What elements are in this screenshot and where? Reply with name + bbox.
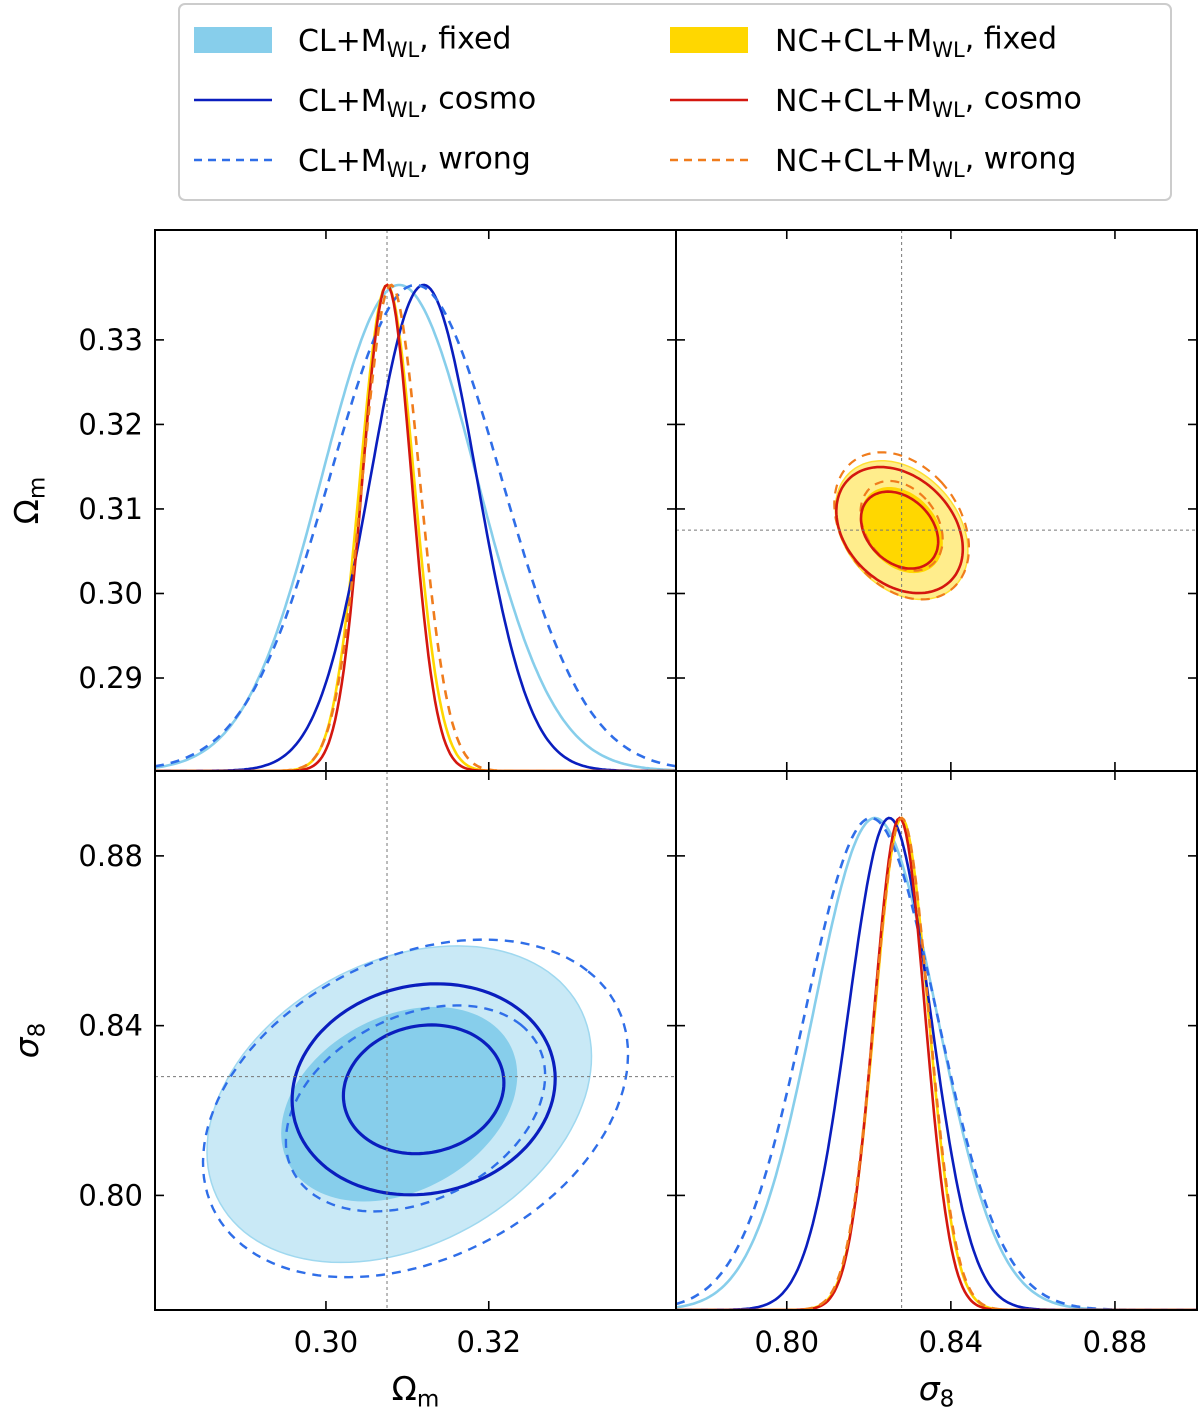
y-tick-label: 0.30 [78, 576, 143, 610]
y-axis-label-sigma8: σ8 [7, 1023, 50, 1059]
y-tick-label: 0.32 [78, 407, 143, 441]
panel-sigma8-marginal: 0.80 0.84 0.88 σ8 [675, 770, 1198, 1412]
legend-label-cl_fixed-main: CL+M [298, 24, 387, 59]
legend-label-cl_fixed-post: , fixed [419, 21, 511, 56]
legend-label-nc_fixed: NC+CL+MWL, fixed [775, 21, 1057, 61]
legend-swatch-cl_fixed [194, 27, 272, 53]
panel-sigma8-omega [675, 229, 1198, 772]
legend-label-cl_fixed: CL+MWL, fixed [298, 21, 511, 61]
y-tick-label: 0.31 [78, 492, 143, 526]
legend-label-cl_wrong: CL+MWL, wrong [298, 141, 531, 181]
panel-sigma8-marginal-frame [675, 770, 1198, 1311]
marginal-curve-nc_cosmo [676, 816, 1197, 1310]
x-tick-label: 0.32 [456, 1325, 521, 1359]
legend-label-nc_cosmo-post: , cosmo [965, 81, 1082, 116]
legend-label-cl_wrong-post: , wrong [419, 141, 531, 176]
legend-label-nc_cosmo-main: NC+CL+M [775, 84, 932, 119]
panel-omega-sigma8-content [155, 771, 676, 1310]
legend-label-nc_fixed-sub: WL [932, 38, 965, 62]
panel-omega-marginal: 0.29 0.30 0.31 0.32 0.33 Ωm [7, 229, 677, 772]
legend-label-nc_cosmo-sub: WL [932, 98, 965, 122]
contour-68-cl_fixed [281, 1006, 518, 1202]
y-tick-label: 0.33 [78, 323, 143, 357]
x-axis-label-sigma8: σ8 [919, 1369, 955, 1412]
x-tick-label: 0.88 [1083, 1325, 1148, 1359]
legend-label-cl_fixed-sub: WL [387, 38, 420, 62]
x-tick-label: 0.84 [919, 1325, 984, 1359]
legend-label-cl_wrong-sub: WL [387, 158, 420, 182]
legend-label-nc_cosmo: NC+CL+MWL, cosmo [775, 81, 1082, 121]
x-tick-label: 0.30 [294, 1325, 359, 1359]
contour-68-cl_cosmo [341, 1023, 506, 1156]
contour-68-nc_cosmo [859, 490, 940, 570]
legend-label-nc_wrong-main: NC+CL+M [775, 144, 932, 179]
legend-entry-cl_cosmo: CL+MWL, cosmo [194, 81, 536, 122]
contour-95-cl_wrong [201, 938, 630, 1279]
marginal-curve-nc_cosmo [155, 283, 676, 771]
x-axis-label-omega-sub: m [417, 1386, 440, 1412]
legend-label-nc_fixed-main: NC+CL+M [775, 24, 932, 59]
contour-95-cl_cosmo [290, 982, 557, 1197]
legend-label-nc_wrong-sub: WL [932, 158, 965, 182]
x-axis-label-omega-main: Ω [392, 1369, 417, 1408]
panel-omega-sigma8: 0.30 0.32 0.80 0.84 0.88 Ωm σ8 [7, 770, 677, 1412]
legend-label-nc_fixed-post: , fixed [965, 21, 1057, 56]
legend-entry-cl_wrong: CL+MWL, wrong [194, 141, 531, 182]
y-tick-label: 0.84 [78, 1009, 143, 1043]
marginal-curve-nc_fixed [155, 283, 676, 771]
y-tick-label: 0.29 [78, 661, 143, 695]
panel-sigma8-omega-content [676, 230, 1197, 771]
legend-frame [178, 3, 1172, 201]
legend-label-cl_cosmo-sub: WL [387, 98, 420, 122]
x-axis-label-omega: Ωm [392, 1369, 440, 1412]
legend-swatch-nc_fixed [670, 27, 748, 53]
contour-95-nc_cosmo [834, 465, 965, 595]
legend-entry-nc_wrong: NC+CL+MWL, wrong [670, 141, 1076, 182]
legend-entry-nc_fixed: NC+CL+MWL, fixed [670, 21, 1057, 62]
legend-label-nc_wrong: NC+CL+MWL, wrong [775, 141, 1076, 181]
contour-68-cl_wrong [284, 1004, 547, 1213]
panel-omega-marginal-content [155, 230, 676, 771]
legend-label-nc_wrong-post: , wrong [965, 141, 1077, 176]
x-tick-label: 0.80 [754, 1325, 819, 1359]
legend-entry-nc_cosmo: NC+CL+MWL, cosmo [670, 81, 1082, 122]
y-axis-label-omega: Ωm [7, 477, 50, 525]
legend-label-cl_wrong-main: CL+M [298, 144, 387, 179]
legend-label-cl_cosmo-main: CL+M [298, 84, 387, 119]
legend-label-cl_cosmo-post: , cosmo [419, 81, 536, 116]
contour-95-nc_wrong [833, 451, 970, 601]
marginal-curve-cl_fixed [155, 283, 676, 771]
marginal-curve-cl_cosmo [676, 816, 1197, 1310]
y-tick-label: 0.88 [78, 839, 143, 873]
panel-sigma8-marginal-content [676, 771, 1197, 1310]
legend-label-cl_cosmo: CL+MWL, cosmo [298, 81, 536, 121]
legend-entry-cl_fixed: CL+MWL, fixed [194, 21, 511, 62]
y-tick-label: 0.80 [78, 1178, 143, 1212]
